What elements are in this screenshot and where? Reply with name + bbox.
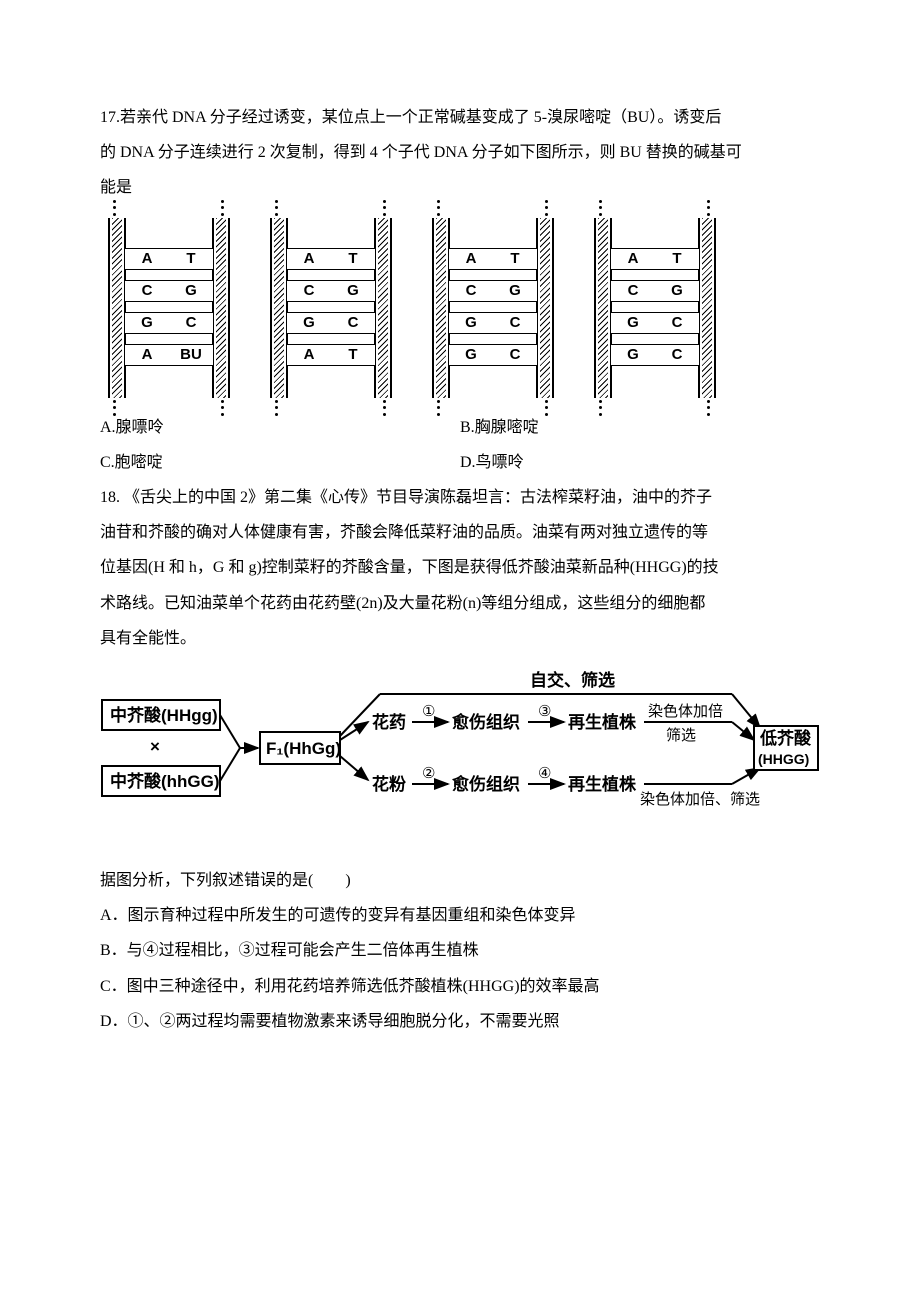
flow-target2: (HHGG) bbox=[758, 751, 809, 767]
base-pair: GC bbox=[124, 312, 214, 334]
base-pair: AT bbox=[448, 248, 538, 270]
flow-anther: 花药 bbox=[372, 712, 406, 732]
flow-parent1: 中芥酸(HHgg) bbox=[110, 705, 218, 725]
dna-molecule-1: AT CG GC ABU bbox=[100, 218, 238, 398]
base-pair: GC bbox=[448, 344, 538, 366]
flowchart-figure: 自交、筛选 中芥酸(HHgg) × 中芥酸(hhGG) F₁(HhGg) 花药 … bbox=[100, 670, 820, 853]
flow-callus2: 愈伤组织 bbox=[452, 774, 520, 794]
base-pair: GC bbox=[448, 312, 538, 334]
base-pair: ABU bbox=[124, 344, 214, 366]
dna-molecule-4: AT CG GC GC bbox=[586, 218, 724, 398]
flow-cross: × bbox=[150, 737, 160, 756]
q18-tail: 据图分析，下列叙述错误的是( ) bbox=[100, 863, 820, 898]
dna-molecule-3: AT CG GC GC bbox=[424, 218, 562, 398]
flow-callus1: 愈伤组织 bbox=[452, 712, 520, 732]
flow-target1: 低芥酸 bbox=[759, 728, 812, 748]
q17-stem-line2: 的 DNA 分子连续进行 2 次复制，得到 4 个子代 DNA 分子如下图所示，… bbox=[100, 135, 820, 170]
flow-regen1: 再生植株 bbox=[568, 712, 637, 732]
q17-stem-line1: 17.若亲代 DNA 分子经过诱变，某位点上一个正常碱基变成了 5-溴尿嘧啶（B… bbox=[100, 100, 820, 135]
q18-option-a: A．图示育种过程中所发生的可遗传的变异有基因重组和染色体变异 bbox=[100, 898, 820, 933]
q18-stem-line3: 位基因(H 和 h，G 和 g)控制菜籽的芥酸含量，下图是获得低芥酸油菜新品种(… bbox=[100, 550, 820, 585]
dna-figure: AT CG GC ABU AT CG GC AT AT CG GC GC AT CG GC GC bbox=[100, 218, 820, 398]
flow-num2: ② bbox=[422, 765, 435, 782]
base-pair: GC bbox=[610, 312, 700, 334]
q17-option-c: C.胞嘧啶 bbox=[100, 445, 460, 480]
flow-num1: ① bbox=[422, 703, 435, 720]
base-pair: CG bbox=[286, 280, 376, 302]
base-pair: CG bbox=[448, 280, 538, 302]
flow-pollen: 花粉 bbox=[372, 774, 406, 794]
base-pair: AT bbox=[124, 248, 214, 270]
flow-regen2: 再生植株 bbox=[568, 774, 637, 794]
base-pair: CG bbox=[124, 280, 214, 302]
q18-option-b: B．与④过程相比，③过程可能会产生二倍体再生植株 bbox=[100, 933, 820, 968]
flow-sieve1: 筛选 bbox=[666, 727, 696, 744]
dna-molecule-2: AT CG GC AT bbox=[262, 218, 400, 398]
q18-stem-line4: 术路线。已知油菜单个花药由花药壁(2n)及大量花粉(n)等组分组成，这些组分的细… bbox=[100, 586, 820, 621]
q17-options-row2: C.胞嘧啶 D.鸟嘌呤 bbox=[100, 445, 820, 480]
q18-stem-line5: 具有全能性。 bbox=[100, 621, 820, 656]
q18-stem-line1: 18. 《舌尖上的中国 2》第二集《心传》节目导演陈磊坦言：古法榨菜籽油，油中的… bbox=[100, 480, 820, 515]
q17-stem-line3: 能是 bbox=[100, 170, 820, 205]
q17-options-row1: A.腺嘌呤 B.胸腺嘧啶 bbox=[100, 410, 820, 445]
q18-stem-line2: 油苷和芥酸的确对人体健康有害，芥酸会降低菜籽油的品质。油菜有两对独立遗传的等 bbox=[100, 515, 820, 550]
flow-num4: ④ bbox=[538, 765, 551, 782]
base-pair: AT bbox=[286, 344, 376, 366]
flow-parent2: 中芥酸(hhGG) bbox=[110, 771, 220, 791]
base-pair: GC bbox=[610, 344, 700, 366]
flow-num3: ③ bbox=[538, 703, 551, 720]
flow-double2: 染色体加倍、筛选 bbox=[640, 791, 760, 808]
q17-option-d: D.鸟嘌呤 bbox=[460, 445, 820, 480]
q18-option-d: D．①、②两过程均需要植物激素来诱导细胞脱分化，不需要光照 bbox=[100, 1004, 820, 1039]
q17-option-b: B.胸腺嘧啶 bbox=[460, 410, 820, 445]
base-pair: AT bbox=[610, 248, 700, 270]
base-pair: GC bbox=[286, 312, 376, 334]
q18-option-c: C．图中三种途径中，利用花药培养筛选低芥酸植株(HHGG)的效率最高 bbox=[100, 969, 820, 1004]
base-pair: CG bbox=[610, 280, 700, 302]
flow-top-label: 自交、筛选 bbox=[530, 670, 615, 690]
q17-option-a: A.腺嘌呤 bbox=[100, 410, 460, 445]
flow-f1: F₁(HhGg) bbox=[266, 739, 341, 758]
base-pair: AT bbox=[286, 248, 376, 270]
flow-double1: 染色体加倍 bbox=[648, 703, 723, 720]
